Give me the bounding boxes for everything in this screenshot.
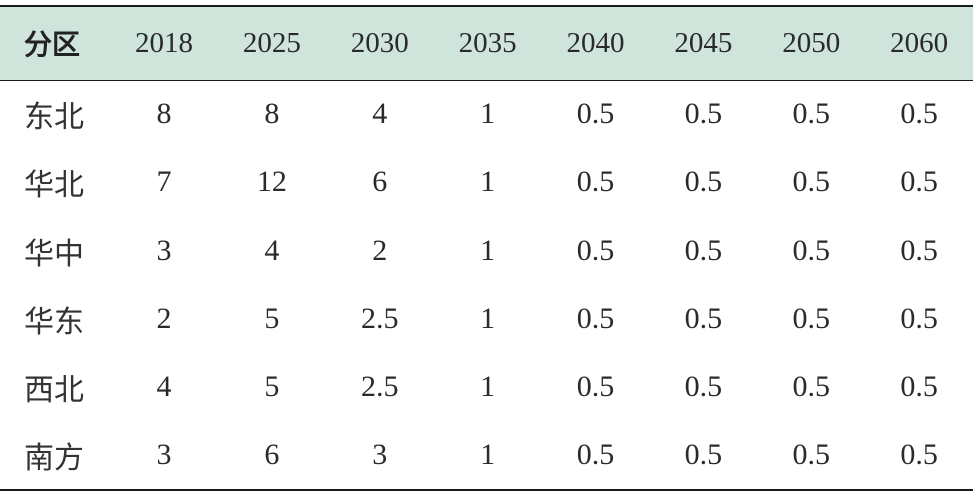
value-cell: 2 xyxy=(372,233,388,267)
value-cell: 1 xyxy=(480,165,496,199)
value-cell: 0.5 xyxy=(576,302,615,336)
value-cell: 2.5 xyxy=(360,370,399,404)
value-cell: 0.5 xyxy=(684,370,723,404)
header-cell-region: 分区 xyxy=(24,28,81,62)
table-header-row: 分区 2018 2025 2030 2035 2040 2045 2050 20… xyxy=(0,6,973,80)
header-cell-year: 2040 xyxy=(566,26,625,59)
value-cell: 0.5 xyxy=(900,233,938,267)
value-cell: 2 xyxy=(156,302,172,336)
header-cell-year: 2030 xyxy=(350,26,409,59)
value-cell: 1 xyxy=(480,97,496,131)
value-cell: 0.5 xyxy=(900,97,938,131)
table-row: 东北 8 8 4 1 0.5 0.5 0.5 0.5 xyxy=(0,80,973,148)
value-cell: 0.5 xyxy=(576,438,615,472)
value-cell: 1 xyxy=(480,233,496,267)
value-cell: 4 xyxy=(156,370,172,404)
value-cell: 6 xyxy=(372,165,388,199)
header-cell-year: 2018 xyxy=(134,26,193,59)
value-cell: 3 xyxy=(156,438,172,472)
value-cell: 0.5 xyxy=(792,370,830,404)
table-row: 华东 2 5 2.5 1 0.5 0.5 0.5 0.5 xyxy=(0,285,973,353)
value-cell: 0.5 xyxy=(576,370,615,404)
header-cell-year: 2060 xyxy=(890,26,949,59)
value-cell: 0.5 xyxy=(576,97,615,131)
table-row: 南方 3 6 3 1 0.5 0.5 0.5 0.5 xyxy=(0,421,973,490)
data-table-container: 分区 2018 2025 2030 2035 2040 2045 2050 20… xyxy=(0,5,973,491)
value-cell: 0.5 xyxy=(576,233,615,267)
row-label-cell: 东北 xyxy=(24,100,84,136)
value-cell: 0.5 xyxy=(900,370,938,404)
value-cell: 1 xyxy=(480,438,496,472)
row-label-cell: 华中 xyxy=(24,236,84,272)
value-cell: 0.5 xyxy=(792,233,830,267)
row-label-cell: 华北 xyxy=(24,168,84,204)
value-cell: 1 xyxy=(480,370,496,404)
value-cell: 0.5 xyxy=(684,165,723,199)
data-table: 分区 2018 2025 2030 2035 2040 2045 2050 20… xyxy=(0,5,973,491)
value-cell: 2.5 xyxy=(360,302,399,336)
value-cell: 0.5 xyxy=(684,97,723,131)
row-label-cell: 华东 xyxy=(24,305,84,341)
header-cell-year: 2035 xyxy=(458,26,517,59)
value-cell: 4 xyxy=(372,97,388,131)
value-cell: 12 xyxy=(256,165,287,199)
header-cell-year: 2050 xyxy=(782,26,841,59)
table-row: 华中 3 4 2 1 0.5 0.5 0.5 0.5 xyxy=(0,217,973,285)
value-cell: 0.5 xyxy=(900,302,938,336)
value-cell: 3 xyxy=(372,438,388,472)
value-cell: 5 xyxy=(264,302,280,336)
value-cell: 0.5 xyxy=(792,97,830,131)
value-cell: 0.5 xyxy=(576,165,615,199)
value-cell: 0.5 xyxy=(792,165,830,199)
value-cell: 4 xyxy=(264,233,280,267)
value-cell: 6 xyxy=(264,438,280,472)
table-row: 西北 4 5 2.5 1 0.5 0.5 0.5 0.5 xyxy=(0,353,973,421)
value-cell: 0.5 xyxy=(684,438,723,472)
value-cell: 0.5 xyxy=(900,438,938,472)
value-cell: 1 xyxy=(480,302,496,336)
value-cell: 0.5 xyxy=(792,302,830,336)
value-cell: 0.5 xyxy=(684,302,723,336)
value-cell: 3 xyxy=(156,233,172,267)
value-cell: 0.5 xyxy=(900,165,938,199)
header-cell-year: 2025 xyxy=(242,26,301,59)
row-label-cell: 南方 xyxy=(24,441,84,477)
value-cell: 8 xyxy=(264,97,280,131)
header-cell-year: 2045 xyxy=(674,26,733,59)
value-cell: 7 xyxy=(156,165,172,199)
value-cell: 5 xyxy=(264,370,280,404)
value-cell: 8 xyxy=(156,97,172,131)
row-label-cell: 西北 xyxy=(24,373,84,409)
value-cell: 0.5 xyxy=(792,438,830,472)
table-row: 华北 7 12 6 1 0.5 0.5 0.5 0.5 xyxy=(0,148,973,216)
value-cell: 0.5 xyxy=(684,233,723,267)
